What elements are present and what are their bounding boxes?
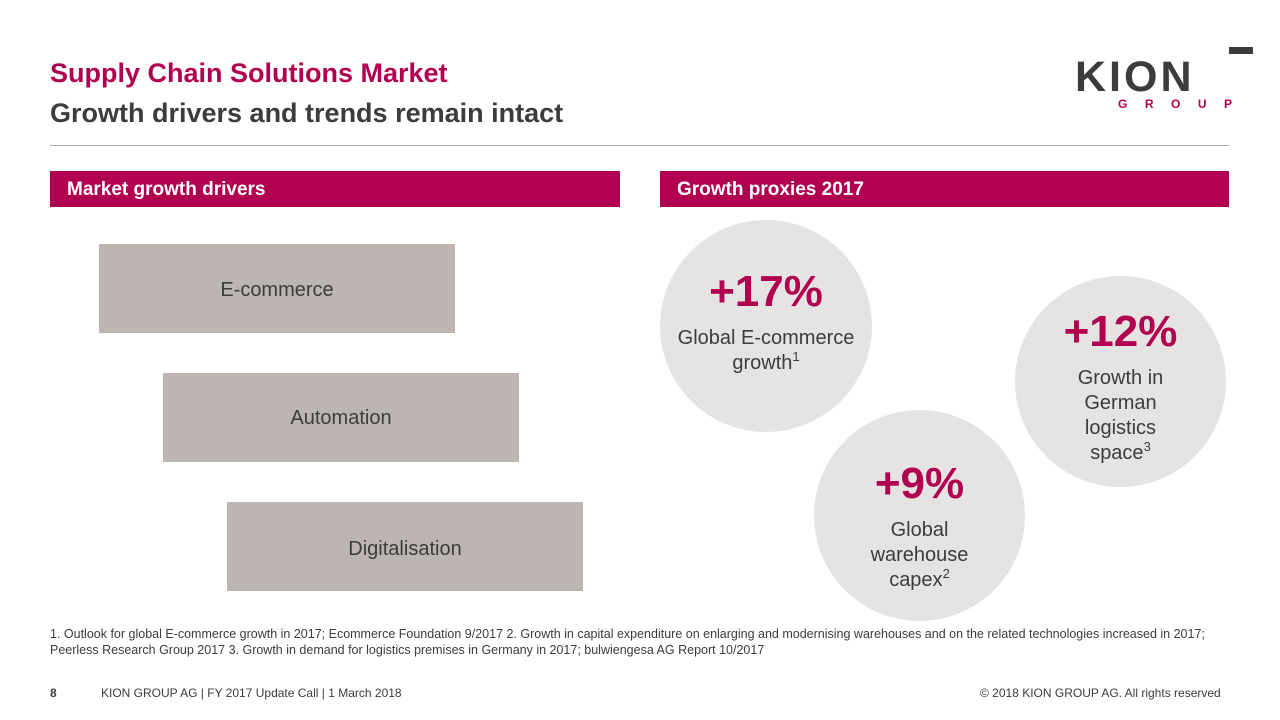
proxy-bubble-ecommerce: +17% Global E-commerce growth1 [660,220,872,432]
proxy-bubble-logistics-space: +12% Growth in German logistics space3 [1015,276,1226,487]
proxy-value: +9% [874,459,965,508]
driver-box-ecommerce: E-commerce [99,244,455,333]
logo-accent-bar [1229,47,1253,54]
footnote-ref: 3 [1143,439,1151,454]
kion-group-logo: KION G R O U P [1070,40,1253,115]
proxy-value: +12% [1063,307,1178,356]
footnote-ref: 2 [942,566,950,581]
page-subtitle: Growth drivers and trends remain intact [50,98,564,128]
footer-copyright: © 2018 KION GROUP AG. All rights reserve… [980,686,1221,700]
logo-letter: U [1197,97,1207,111]
proxy-label-text: Global E-commerce growth [677,327,855,374]
driver-box-automation: Automation [163,373,519,462]
logo-wordmark: KION [1075,53,1195,101]
header-divider [50,145,1229,146]
footnote-ref: 1 [792,349,800,364]
proxy-label-text: Growth in German logistics space [1077,367,1164,464]
driver-box-digitalisation: Digitalisation [227,502,583,591]
proxy-label: Global E-commerce growth1 [666,326,866,376]
page-title: Supply Chain Solutions Market [50,58,448,88]
logo-group-text: G R O U P [1118,98,1232,110]
driver-label: Automation [290,407,392,429]
proxy-label-text: Global warehouse capex [870,519,969,591]
footnotes: 1. Outlook for global E-commerce growth … [50,627,1205,657]
logo-letter: O [1170,97,1181,111]
proxy-label: Global warehouse capex2 [850,518,990,593]
proxy-bubble-warehouse-capex: +9% Global warehouse capex2 [814,410,1025,621]
driver-label: E-commerce [220,279,334,301]
driver-label: Digitalisation [348,538,462,560]
logo-letter: P [1223,97,1232,111]
growth-proxies-header: Growth proxies 2017 [660,171,1229,207]
page-number: 8 [50,686,57,700]
proxy-label: Growth in German logistics space3 [1061,366,1181,466]
market-growth-drivers-header: Market growth drivers [50,171,620,207]
logo-letter: R [1144,97,1154,111]
footer-event-info: KION GROUP AG | FY 2017 Update Call | 1 … [101,686,402,700]
proxy-value: +17% [709,267,823,316]
logo-letter: G [1118,97,1128,111]
